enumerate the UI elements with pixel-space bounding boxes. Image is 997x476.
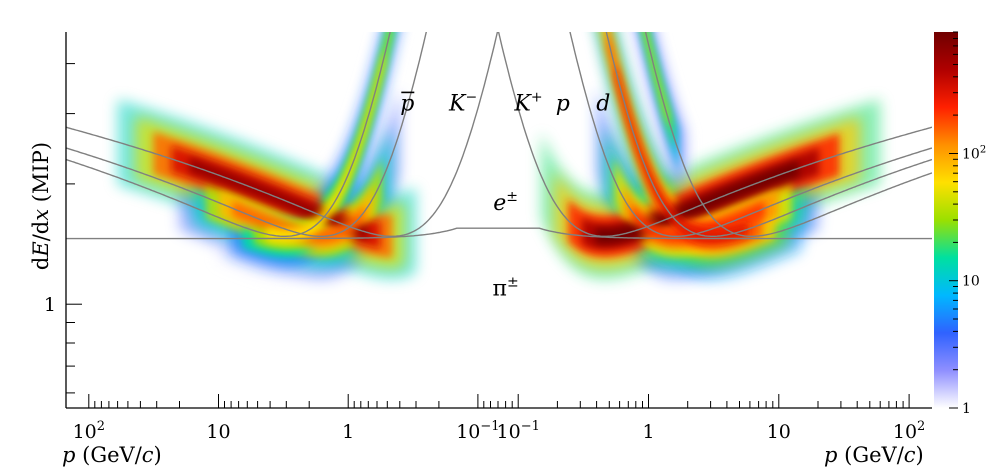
particle-labels: p K− K+ p de±π± xyxy=(400,89,610,301)
density-band-d-level-2 xyxy=(640,32,679,172)
colorbar-label-1: 1 xyxy=(962,401,971,417)
density-band-d-level-3 xyxy=(642,32,674,150)
particle-label-base: π xyxy=(492,277,506,302)
x-tick-label-right-100: 102 xyxy=(893,419,925,443)
particle-label-sup: + xyxy=(531,89,543,105)
particle-label-6: π± xyxy=(492,275,518,302)
x-title-c: c xyxy=(904,443,916,467)
density-bands xyxy=(117,32,881,280)
particle-label-3: p xyxy=(556,91,570,116)
particle-label-sup: − xyxy=(465,89,477,105)
curve-K-left xyxy=(66,32,427,237)
colorbar-label-base: 10 xyxy=(962,147,980,163)
particle-label-base: K xyxy=(513,91,532,116)
particle-label-base: d xyxy=(596,91,610,116)
x-title-var: p xyxy=(824,443,837,467)
x-tick-label-sup: −1 xyxy=(521,419,540,434)
colorbar-label-sup: 2 xyxy=(980,145,986,156)
x-tick-label-sup: 2 xyxy=(917,419,925,434)
particle-label-base: e xyxy=(493,191,506,216)
x-axis-title-left: p (GeV/c) xyxy=(62,443,162,467)
particle-label-0: p xyxy=(400,91,414,116)
colorbar-label-base: 1 xyxy=(962,401,971,417)
x-tick-label-base: 10 xyxy=(497,421,521,443)
curve-e-right xyxy=(498,227,932,240)
particle-label-base: p xyxy=(400,91,414,116)
particle-label-1: K− xyxy=(448,89,477,116)
curve-p-left xyxy=(66,32,391,237)
expected-dedx-curves xyxy=(66,32,932,240)
ylabel-post: (MIP) xyxy=(29,142,53,209)
x-tick-label-left-1: 1 xyxy=(342,421,354,443)
curve-K-right xyxy=(569,32,932,237)
particle-label-sup: ± xyxy=(506,189,518,205)
curve-pi-right xyxy=(497,32,932,237)
x-tick-label-base: 10 xyxy=(206,421,230,443)
x-tick-label-sup: −1 xyxy=(480,419,499,434)
x-title-var: p xyxy=(62,443,75,467)
density-band-p-level-4 xyxy=(615,62,749,245)
density-band-d-level-4 xyxy=(643,32,669,129)
x-tick-label-base: 1 xyxy=(642,421,654,443)
x-tick-label-sup: 2 xyxy=(97,419,105,434)
x-tick-label-right-0.1: 10−1 xyxy=(497,419,540,443)
ylabel-var: x xyxy=(29,209,53,221)
density-band-d-level-1 xyxy=(638,32,683,195)
curve-pi-left xyxy=(66,32,499,237)
x-tick-label-base: 10 xyxy=(767,421,791,443)
density-band-pbar-level-4 xyxy=(265,48,385,244)
ylabel-pre: d xyxy=(29,257,53,270)
x-title-unit: (GeV/ xyxy=(75,443,142,467)
x-tick-label-base: 10 xyxy=(456,421,480,443)
colorbar-label-100: 102 xyxy=(962,145,986,163)
x-tick-label-left-100: 102 xyxy=(73,419,105,443)
x-axis-ticks: 102 10 1 10−110−1 1 10 102 xyxy=(73,394,925,443)
x-tick-label-left-0.1: 10−1 xyxy=(456,419,499,443)
x-tick-label-base: 10 xyxy=(73,421,97,443)
x-title-close: ) xyxy=(154,443,162,467)
x-axis-title-right: p (GeV/c) xyxy=(824,443,924,467)
density-band-K-plus-level-4 xyxy=(632,200,765,244)
y-axis-title: dE/dx (MIP) xyxy=(29,142,53,270)
particle-label-2: K+ xyxy=(513,89,542,116)
particle-label-base: p xyxy=(556,91,570,116)
particle-label-5: e± xyxy=(493,189,518,216)
x-title-c: c xyxy=(142,443,154,467)
x-tick-label-right-10: 10 xyxy=(767,421,791,443)
curve-d-right xyxy=(644,32,932,237)
curve-e-left xyxy=(66,227,498,240)
x-tick-label-left-10: 10 xyxy=(206,421,230,443)
particle-label-base: K xyxy=(448,91,467,116)
x-tick-label-base: 10 xyxy=(893,421,917,443)
x-title-unit: (GeV/ xyxy=(837,443,904,467)
colorbar-label-10: 10 xyxy=(962,274,980,290)
plot-frame xyxy=(65,32,932,409)
density-band-K-minus-level-4 xyxy=(232,200,365,244)
x-tick-label-base: 1 xyxy=(342,421,354,443)
curve-p-right xyxy=(605,32,932,237)
ylabel-italic: E xyxy=(29,241,53,257)
y-tick-label-1: 1 xyxy=(44,294,56,316)
particle-label-sup: ± xyxy=(507,275,519,291)
colorbar-label-base: 10 xyxy=(962,274,980,290)
ylabel-mid: /d xyxy=(29,221,53,242)
x-title-close: ) xyxy=(916,443,924,467)
y-axis-ticks: 1 xyxy=(44,63,82,394)
x-tick-label-right-1: 1 xyxy=(642,421,654,443)
particle-label-4: d xyxy=(596,91,610,116)
